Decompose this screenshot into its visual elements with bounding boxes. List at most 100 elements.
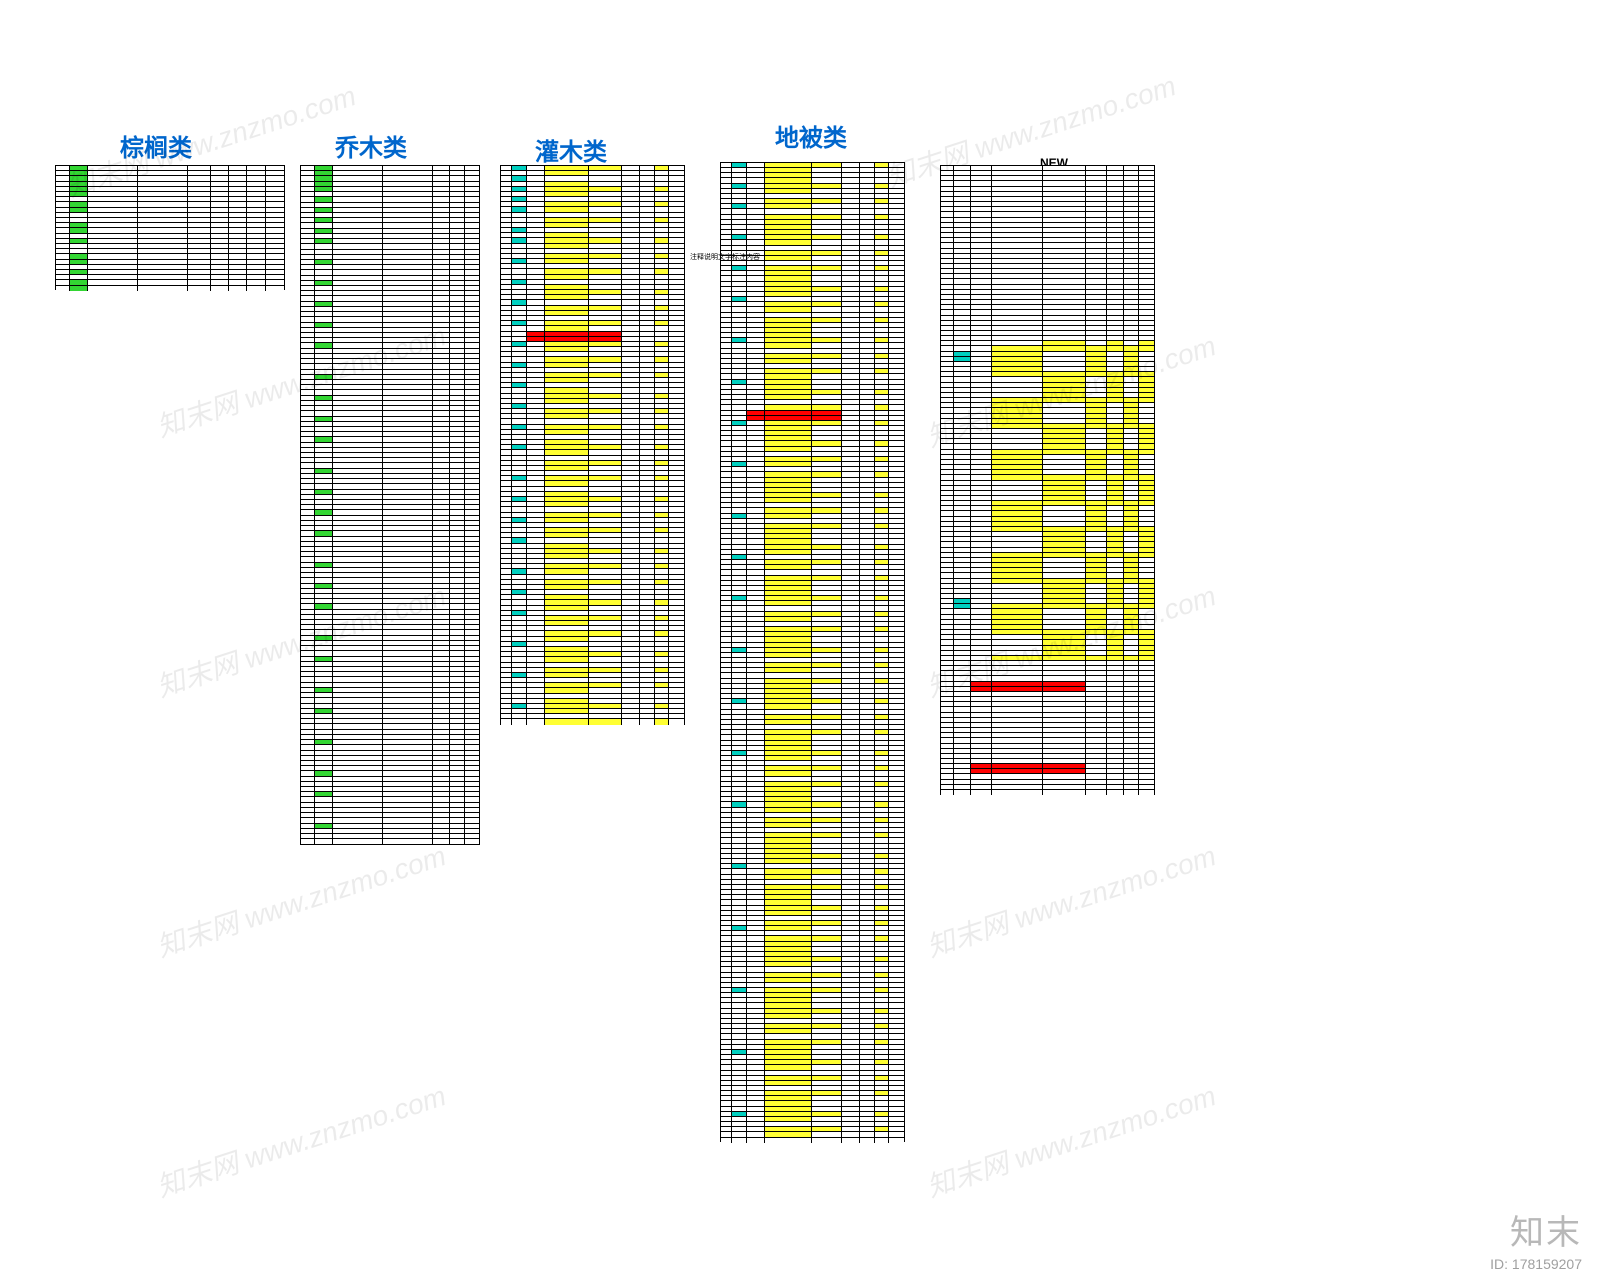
table-cell [941, 470, 954, 474]
table-cell [655, 616, 670, 620]
table-cell [211, 286, 229, 291]
table-cell [941, 223, 954, 227]
table-cell [301, 803, 315, 807]
table-cell [812, 880, 841, 884]
table-cell [747, 529, 765, 533]
table-cell [589, 383, 622, 387]
table-cell [301, 688, 315, 692]
table-cell [721, 462, 732, 466]
table-cell [383, 396, 433, 400]
table-cell [545, 352, 589, 356]
table-cell [501, 321, 512, 325]
table-cell [465, 286, 479, 290]
table-cell [56, 166, 70, 170]
table-cell [765, 771, 813, 775]
table-cell [747, 988, 765, 992]
table-cell [842, 508, 860, 512]
table-cell [971, 243, 992, 247]
table-cell [383, 510, 433, 514]
table-cell [450, 667, 464, 671]
table-cell [992, 249, 1043, 253]
table-cell [842, 818, 860, 822]
table-cell [732, 411, 747, 415]
table-cell [954, 264, 971, 268]
table-cell [941, 341, 954, 345]
table-cell [842, 1003, 860, 1007]
table-cell [315, 411, 333, 415]
table-cell [465, 667, 479, 671]
table-cell [383, 745, 433, 749]
table-cell [1107, 357, 1124, 361]
table-cell [747, 916, 765, 920]
table-cell [545, 476, 589, 480]
table-cell [450, 354, 464, 358]
table-cell [501, 187, 512, 191]
table-cell [1124, 305, 1139, 309]
table-cell [1124, 259, 1139, 263]
table-cell [589, 569, 622, 573]
table-cell [512, 440, 527, 444]
table-cell [545, 300, 589, 304]
table-cell [860, 900, 875, 904]
table-cell [527, 213, 545, 217]
table-cell [669, 564, 684, 568]
table-cell [512, 414, 527, 418]
table-cell [383, 354, 433, 358]
table-cell [860, 225, 875, 229]
table-cell [301, 276, 315, 280]
table-cell [669, 352, 684, 356]
table-cell [765, 452, 813, 456]
table-cell [1139, 470, 1154, 474]
table-cell [842, 679, 860, 683]
table-cell [383, 782, 433, 786]
table-cell [747, 374, 765, 378]
table-cell [383, 359, 433, 363]
table-cell [812, 673, 841, 677]
table-cell [1107, 300, 1124, 304]
table-cell [941, 326, 954, 330]
table-cell [545, 404, 589, 408]
table-cell [889, 328, 904, 332]
table-cell [315, 542, 333, 546]
table-cell [669, 668, 684, 672]
table-cell [527, 259, 545, 263]
table-cell [812, 333, 841, 337]
table-cell [545, 600, 589, 604]
table-cell [875, 235, 890, 239]
table-cell [721, 220, 732, 224]
table-cell [721, 802, 732, 806]
table-cell [589, 264, 622, 268]
table-cell [188, 197, 211, 201]
table-cell [640, 290, 655, 294]
table-cell [655, 714, 670, 718]
table-cell [512, 223, 527, 227]
table-cell [860, 906, 875, 910]
table-cell [501, 414, 512, 418]
table-cell [501, 290, 512, 294]
table-cell [527, 652, 545, 656]
table-cell [860, 178, 875, 182]
table-cell [512, 637, 527, 641]
table-cell [669, 197, 684, 201]
table-cell [545, 332, 589, 336]
table-cell [545, 238, 589, 242]
table-cell [732, 720, 747, 724]
table-cell [971, 321, 992, 325]
table-cell [765, 596, 813, 600]
table-cell [589, 575, 622, 579]
table-cell [992, 460, 1043, 464]
table-cell [765, 539, 813, 543]
table-cell [88, 218, 138, 222]
table-cell [501, 254, 512, 258]
table-cell [875, 380, 890, 384]
table-cell [433, 745, 451, 749]
table-cell [1139, 465, 1154, 469]
table-cell [721, 1060, 732, 1064]
table-cell [527, 673, 545, 677]
table-cell [747, 735, 765, 739]
table-cell [655, 238, 670, 242]
table-cell [622, 352, 640, 356]
table-cell [971, 403, 992, 407]
table-shrub [500, 165, 685, 725]
table-cell [747, 209, 765, 213]
